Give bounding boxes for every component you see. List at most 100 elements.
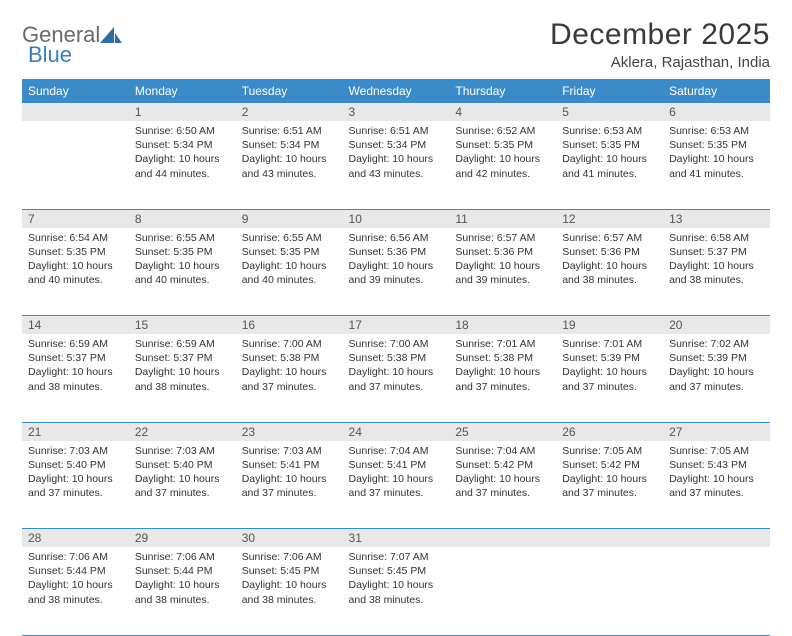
day-details: Sunrise: 6:53 AMSunset: 5:35 PMDaylight:… xyxy=(556,121,663,187)
daylight-text: Daylight: 10 hours and 37 minutes. xyxy=(242,472,337,500)
daylight-text: Daylight: 10 hours and 43 minutes. xyxy=(242,152,337,180)
sunrise-text: Sunrise: 7:05 AM xyxy=(669,444,764,458)
day-details: Sunrise: 7:03 AMSunset: 5:40 PMDaylight:… xyxy=(22,441,129,507)
day-number-cell: 5 xyxy=(556,103,663,121)
day-number-cell xyxy=(663,529,770,548)
daylight-text: Daylight: 10 hours and 38 minutes. xyxy=(135,365,230,393)
day-number-row: 78910111213 xyxy=(22,209,770,228)
day-number-cell: 3 xyxy=(343,103,450,121)
daylight-text: Daylight: 10 hours and 38 minutes. xyxy=(242,578,337,606)
sunrise-text: Sunrise: 6:54 AM xyxy=(28,231,123,245)
sunset-text: Sunset: 5:35 PM xyxy=(455,138,550,152)
day-number-cell xyxy=(449,529,556,548)
day-body-row: Sunrise: 7:03 AMSunset: 5:40 PMDaylight:… xyxy=(22,441,770,529)
sunset-text: Sunset: 5:37 PM xyxy=(28,351,123,365)
sunrise-text: Sunrise: 6:59 AM xyxy=(28,337,123,351)
daylight-text: Daylight: 10 hours and 37 minutes. xyxy=(669,365,764,393)
sunrise-text: Sunrise: 6:51 AM xyxy=(349,124,444,138)
sunset-text: Sunset: 5:40 PM xyxy=(135,458,230,472)
day-details: Sunrise: 6:55 AMSunset: 5:35 PMDaylight:… xyxy=(129,228,236,294)
day-details xyxy=(663,547,770,556)
daylight-text: Daylight: 10 hours and 39 minutes. xyxy=(455,259,550,287)
day-details: Sunrise: 7:06 AMSunset: 5:45 PMDaylight:… xyxy=(236,547,343,613)
day-details: Sunrise: 7:00 AMSunset: 5:38 PMDaylight:… xyxy=(343,334,450,400)
sunset-text: Sunset: 5:42 PM xyxy=(562,458,657,472)
day-cell: Sunrise: 6:57 AMSunset: 5:36 PMDaylight:… xyxy=(556,228,663,316)
brand-part2: Blue xyxy=(28,42,72,68)
day-cell: Sunrise: 7:04 AMSunset: 5:41 PMDaylight:… xyxy=(343,441,450,529)
page-header: General December 2025 Aklera, Rajasthan,… xyxy=(22,18,770,71)
sunrise-text: Sunrise: 6:57 AM xyxy=(562,231,657,245)
sunrise-text: Sunrise: 6:56 AM xyxy=(349,231,444,245)
day-details xyxy=(556,547,663,556)
day-number-cell: 22 xyxy=(129,422,236,441)
sunset-text: Sunset: 5:45 PM xyxy=(349,564,444,578)
daylight-text: Daylight: 10 hours and 37 minutes. xyxy=(669,472,764,500)
day-cell: Sunrise: 7:02 AMSunset: 5:39 PMDaylight:… xyxy=(663,334,770,422)
day-cell: Sunrise: 6:55 AMSunset: 5:35 PMDaylight:… xyxy=(129,228,236,316)
day-details: Sunrise: 7:01 AMSunset: 5:38 PMDaylight:… xyxy=(449,334,556,400)
sunset-text: Sunset: 5:35 PM xyxy=(669,138,764,152)
sunset-text: Sunset: 5:36 PM xyxy=(455,245,550,259)
day-number-cell xyxy=(556,529,663,548)
daylight-text: Daylight: 10 hours and 38 minutes. xyxy=(28,365,123,393)
day-cell: Sunrise: 7:05 AMSunset: 5:43 PMDaylight:… xyxy=(663,441,770,529)
sunrise-text: Sunrise: 7:03 AM xyxy=(135,444,230,458)
day-cell: Sunrise: 7:07 AMSunset: 5:45 PMDaylight:… xyxy=(343,547,450,635)
sunrise-text: Sunrise: 6:59 AM xyxy=(135,337,230,351)
sunrise-text: Sunrise: 7:01 AM xyxy=(562,337,657,351)
sunrise-text: Sunrise: 6:55 AM xyxy=(242,231,337,245)
day-details: Sunrise: 6:52 AMSunset: 5:35 PMDaylight:… xyxy=(449,121,556,187)
day-details: Sunrise: 7:05 AMSunset: 5:42 PMDaylight:… xyxy=(556,441,663,507)
day-cell: Sunrise: 7:00 AMSunset: 5:38 PMDaylight:… xyxy=(343,334,450,422)
sunrise-text: Sunrise: 7:06 AM xyxy=(242,550,337,564)
title-block: December 2025 Aklera, Rajasthan, India xyxy=(550,18,770,71)
day-cell: Sunrise: 6:51 AMSunset: 5:34 PMDaylight:… xyxy=(343,121,450,209)
day-cell: Sunrise: 6:57 AMSunset: 5:36 PMDaylight:… xyxy=(449,228,556,316)
day-number-cell: 27 xyxy=(663,422,770,441)
day-cell: Sunrise: 6:54 AMSunset: 5:35 PMDaylight:… xyxy=(22,228,129,316)
sunrise-text: Sunrise: 7:07 AM xyxy=(349,550,444,564)
sunrise-text: Sunrise: 7:04 AM xyxy=(349,444,444,458)
daylight-text: Daylight: 10 hours and 38 minutes. xyxy=(135,578,230,606)
day-number-cell: 20 xyxy=(663,316,770,335)
sunset-text: Sunset: 5:37 PM xyxy=(669,245,764,259)
day-number-cell: 23 xyxy=(236,422,343,441)
daylight-text: Daylight: 10 hours and 37 minutes. xyxy=(349,365,444,393)
day-number-cell: 14 xyxy=(22,316,129,335)
daylight-text: Daylight: 10 hours and 37 minutes. xyxy=(135,472,230,500)
day-cell: Sunrise: 7:03 AMSunset: 5:40 PMDaylight:… xyxy=(22,441,129,529)
sunrise-text: Sunrise: 7:00 AM xyxy=(242,337,337,351)
sunset-text: Sunset: 5:38 PM xyxy=(349,351,444,365)
weekday-header: Sunday xyxy=(22,79,129,103)
day-details: Sunrise: 6:56 AMSunset: 5:36 PMDaylight:… xyxy=(343,228,450,294)
sunset-text: Sunset: 5:41 PM xyxy=(242,458,337,472)
day-cell xyxy=(556,547,663,635)
day-number-cell: 18 xyxy=(449,316,556,335)
day-details: Sunrise: 7:05 AMSunset: 5:43 PMDaylight:… xyxy=(663,441,770,507)
daylight-text: Daylight: 10 hours and 37 minutes. xyxy=(562,472,657,500)
day-number-cell: 15 xyxy=(129,316,236,335)
day-details: Sunrise: 7:00 AMSunset: 5:38 PMDaylight:… xyxy=(236,334,343,400)
weekday-header: Thursday xyxy=(449,79,556,103)
daylight-text: Daylight: 10 hours and 42 minutes. xyxy=(455,152,550,180)
day-details: Sunrise: 7:07 AMSunset: 5:45 PMDaylight:… xyxy=(343,547,450,613)
day-number-cell: 13 xyxy=(663,209,770,228)
day-number-row: 123456 xyxy=(22,103,770,121)
calendar-table: Sunday Monday Tuesday Wednesday Thursday… xyxy=(22,79,770,636)
daylight-text: Daylight: 10 hours and 43 minutes. xyxy=(349,152,444,180)
day-cell: Sunrise: 6:56 AMSunset: 5:36 PMDaylight:… xyxy=(343,228,450,316)
sunrise-text: Sunrise: 7:03 AM xyxy=(28,444,123,458)
sunset-text: Sunset: 5:44 PM xyxy=(135,564,230,578)
sunrise-text: Sunrise: 6:53 AM xyxy=(562,124,657,138)
day-details: Sunrise: 6:50 AMSunset: 5:34 PMDaylight:… xyxy=(129,121,236,187)
sunset-text: Sunset: 5:36 PM xyxy=(349,245,444,259)
day-details xyxy=(449,547,556,556)
day-body-row: Sunrise: 6:50 AMSunset: 5:34 PMDaylight:… xyxy=(22,121,770,209)
day-number-cell: 8 xyxy=(129,209,236,228)
day-cell: Sunrise: 7:01 AMSunset: 5:38 PMDaylight:… xyxy=(449,334,556,422)
day-details: Sunrise: 6:51 AMSunset: 5:34 PMDaylight:… xyxy=(343,121,450,187)
sunrise-text: Sunrise: 7:05 AM xyxy=(562,444,657,458)
sunset-text: Sunset: 5:36 PM xyxy=(562,245,657,259)
sunset-text: Sunset: 5:45 PM xyxy=(242,564,337,578)
